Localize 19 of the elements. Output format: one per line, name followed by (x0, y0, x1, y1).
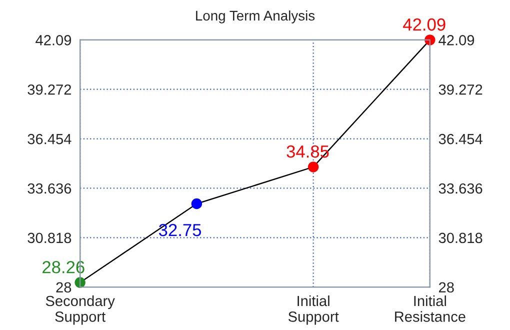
x-tick-label: Secondary Support (46, 295, 115, 325)
y2-tick-label: 36.454 (438, 134, 482, 144)
y-tick-label: 30.818 (28, 232, 72, 244)
y2-tick-label: 30.818 (438, 232, 482, 244)
x-tick-label: Initial Support (288, 295, 339, 325)
y2-tick-label: 28 (438, 282, 454, 293)
data-label: 32.75 (158, 224, 202, 236)
data-label: 42.09 (403, 18, 446, 31)
y2-tick-label: 33.636 (438, 183, 482, 194)
chart-title: Long Term Analysis (196, 10, 315, 24)
y-tick-label: 33.636 (28, 183, 72, 194)
y-tick-label: 42.09 (36, 35, 72, 46)
y-tick-label: 36.454 (28, 134, 72, 144)
data-label: 28.26 (42, 261, 84, 274)
y2-tick-label: 39.272 (438, 84, 482, 95)
x-tick-label: Initial Resistance (395, 295, 466, 322)
y-tick-label: 28 (56, 282, 72, 293)
y2-tick-label: 42.09 (438, 35, 474, 46)
y-tick-label: 39.272 (28, 84, 72, 95)
